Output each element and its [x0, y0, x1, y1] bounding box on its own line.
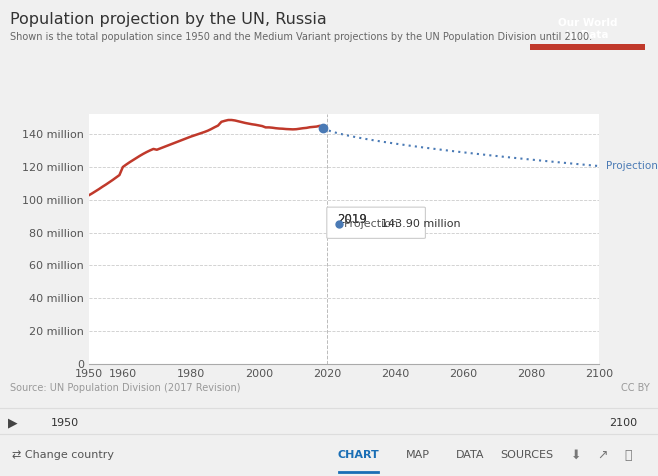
- Text: 1950: 1950: [51, 418, 80, 428]
- FancyBboxPatch shape: [327, 207, 425, 238]
- Text: Our World: Our World: [557, 18, 617, 28]
- Text: 143.90 million: 143.90 million: [381, 218, 461, 228]
- Text: Population projection by the UN, Russia: Population projection by the UN, Russia: [10, 12, 326, 27]
- Text: Projection: Projection: [605, 161, 657, 171]
- Text: SOURCES: SOURCES: [500, 450, 553, 460]
- Text: CHART: CHART: [338, 450, 380, 460]
- Text: ⬇: ⬇: [570, 448, 581, 462]
- Text: ▶: ▶: [8, 416, 18, 429]
- Text: CC BY: CC BY: [621, 383, 650, 393]
- Text: MAP: MAP: [406, 450, 430, 460]
- Text: 2019: 2019: [337, 213, 367, 226]
- Text: in Data: in Data: [566, 30, 609, 40]
- Bar: [530, 44, 645, 50]
- Text: Source: UN Population Division (2017 Revision): Source: UN Population Division (2017 Rev…: [10, 383, 240, 393]
- Text: ⇄ Change country: ⇄ Change country: [12, 450, 114, 460]
- Text: 2100: 2100: [609, 418, 637, 428]
- Text: Projection: Projection: [344, 218, 399, 228]
- Text: ↗: ↗: [597, 448, 607, 462]
- Text: 2019: 2019: [337, 213, 367, 226]
- Text: DATA: DATA: [456, 450, 485, 460]
- Text: ⛶: ⛶: [624, 448, 632, 462]
- Text: Shown is the total population since 1950 and the Medium Variant projections by t: Shown is the total population since 1950…: [10, 32, 592, 42]
